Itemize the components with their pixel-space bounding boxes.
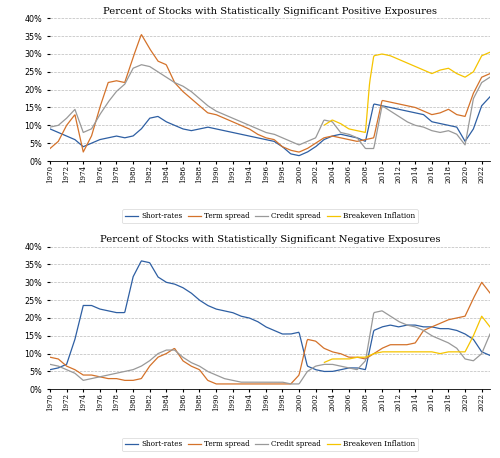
Term spread: [417, 107, 423, 112]
Credit spread: [421, 328, 427, 333]
Term spread: [47, 146, 53, 151]
Credit spread: [417, 124, 423, 129]
Credit spread: [172, 80, 178, 86]
Credit spread: [172, 348, 177, 353]
Term spread: [318, 344, 324, 349]
Credit spread: [318, 362, 324, 368]
Breakeven Inflation: [420, 67, 426, 72]
Breakeven Inflation: [487, 49, 493, 55]
Credit spread: [379, 308, 385, 314]
Credit spread: [363, 146, 369, 151]
Term spread: [420, 328, 426, 333]
Credit spread: [421, 125, 427, 130]
Term spread: [190, 97, 196, 103]
Short-rates: [189, 128, 195, 133]
Line: Term spread: Term spread: [50, 35, 490, 152]
Legend: Short-rates, Term spread, Credit spread, Breakeven Inflation: Short-rates, Term spread, Credit spread,…: [122, 209, 418, 223]
Credit spread: [50, 362, 56, 368]
Credit spread: [318, 122, 324, 128]
Term spread: [50, 143, 56, 148]
Term spread: [189, 364, 195, 369]
Short-rates: [296, 153, 302, 158]
Breakeven Inflation: [416, 349, 422, 354]
Term spread: [478, 279, 484, 285]
Line: Credit spread: Credit spread: [50, 311, 490, 384]
Breakeven Inflation: [416, 65, 422, 71]
Short-rates: [487, 353, 493, 358]
Term spread: [47, 354, 53, 360]
Short-rates: [487, 94, 493, 99]
Short-rates: [50, 366, 56, 372]
Short-rates: [417, 323, 423, 329]
Credit spread: [50, 124, 56, 129]
Term spread: [487, 71, 493, 76]
Term spread: [50, 355, 56, 361]
Short-rates: [416, 111, 422, 116]
Term spread: [214, 381, 220, 387]
Line: Short-rates: Short-rates: [50, 261, 490, 371]
Credit spread: [138, 62, 144, 67]
Line: Credit spread: Credit spread: [50, 65, 490, 148]
Legend: Short-rates, Term spread, Credit spread, Breakeven Inflation: Short-rates, Term spread, Credit spread,…: [122, 437, 418, 451]
Credit spread: [487, 75, 493, 80]
Credit spread: [47, 361, 53, 367]
Short-rates: [421, 324, 427, 330]
Term spread: [487, 290, 493, 296]
Short-rates: [322, 369, 328, 374]
Line: Breakeven Inflation: Breakeven Inflation: [324, 316, 490, 362]
Breakeven Inflation: [420, 349, 426, 354]
Credit spread: [487, 331, 493, 337]
Line: Breakeven Inflation: Breakeven Inflation: [324, 52, 490, 132]
Credit spread: [189, 360, 195, 365]
Line: Short-rates: Short-rates: [50, 97, 490, 156]
Title: Percent of Stocks with Statistically Significant Positive Exposures: Percent of Stocks with Statistically Sig…: [103, 7, 437, 16]
Credit spread: [417, 326, 423, 332]
Short-rates: [172, 123, 177, 128]
Short-rates: [318, 368, 324, 374]
Short-rates: [318, 139, 324, 144]
Term spread: [296, 149, 302, 155]
Credit spread: [47, 125, 53, 130]
Credit spread: [288, 381, 294, 387]
Short-rates: [138, 258, 144, 264]
Title: Percent of Stocks with Statistically Significant Negative Exposures: Percent of Stocks with Statistically Sig…: [100, 235, 440, 245]
Short-rates: [47, 126, 53, 131]
Term spread: [421, 109, 427, 114]
Term spread: [416, 334, 422, 339]
Short-rates: [47, 367, 53, 372]
Term spread: [138, 32, 144, 38]
Term spread: [172, 346, 177, 351]
Short-rates: [420, 112, 426, 117]
Term spread: [172, 81, 178, 86]
Term spread: [320, 136, 326, 142]
Short-rates: [50, 128, 56, 133]
Line: Term spread: Term spread: [50, 282, 490, 384]
Breakeven Inflation: [487, 324, 493, 330]
Short-rates: [190, 292, 196, 297]
Short-rates: [172, 282, 178, 287]
Credit spread: [190, 90, 196, 96]
